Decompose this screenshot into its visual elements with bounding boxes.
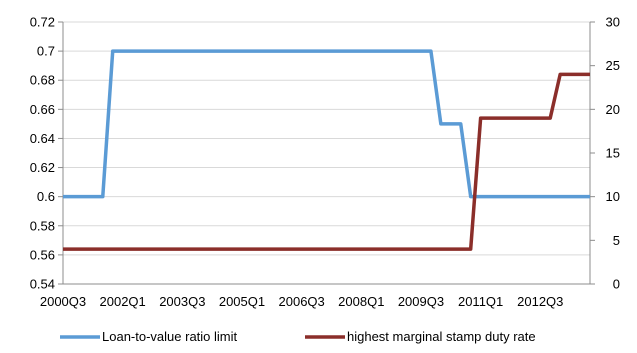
series-line-stamp-duty xyxy=(63,72,590,251)
series-lines xyxy=(63,49,590,251)
x-tick-label: 2009Q3 xyxy=(398,294,444,309)
x-tick-label: 2008Q1 xyxy=(338,294,384,309)
y-right-tick-label: 20 xyxy=(606,102,620,117)
axes xyxy=(58,21,595,285)
x-tick-label: 2006Q3 xyxy=(279,294,325,309)
x-tick-label: 2012Q3 xyxy=(517,294,563,309)
y-left-tick-label: 0.56 xyxy=(30,247,55,262)
y-right-tick-label: 10 xyxy=(606,189,620,204)
legend: Loan-to-value ratio limit highest margina… xyxy=(60,329,536,344)
y-left-tick-label: 0.62 xyxy=(30,160,55,175)
y-left-tick-label: 0.7 xyxy=(37,44,55,59)
y-right-tick-label: 25 xyxy=(606,58,620,73)
y-right-tick-label: 5 xyxy=(613,233,620,248)
y-right-tick-label: 15 xyxy=(606,146,620,161)
x-tick-label: 2002Q1 xyxy=(100,294,146,309)
y-right-tick-label: 30 xyxy=(606,15,620,30)
y-left-tick-label: 0.68 xyxy=(30,73,55,88)
y-left-tick-label: 0.54 xyxy=(30,277,55,292)
legend-label-stamp-duty: highest marginal stamp duty rate xyxy=(347,329,536,344)
gridlines xyxy=(63,21,590,256)
series-line-loan-to-value xyxy=(63,49,590,199)
y-left-tick-label: 0.64 xyxy=(30,131,55,146)
x-tick-label: 2003Q3 xyxy=(159,294,205,309)
legend-label-loan-to-value: Loan-to-value ratio limit xyxy=(102,329,238,344)
x-tick-label: 2011Q1 xyxy=(458,294,503,309)
x-tick-label: 2000Q3 xyxy=(40,294,86,309)
y-left-tick-label: 0.6 xyxy=(37,189,55,204)
x-tick-label: 2005Q1 xyxy=(219,294,265,309)
y-right-tick-label: 0 xyxy=(613,277,620,292)
y-left-tick-label: 0.72 xyxy=(30,15,55,30)
y-left-tick-label: 0.66 xyxy=(30,102,55,117)
y-left-tick-label: 0.58 xyxy=(30,218,55,233)
tick-labels: 0.54 0.56 0.58 0.6 0.62 0.64 0.66 0.68 0.7 0.72 0 5… xyxy=(30,15,620,310)
